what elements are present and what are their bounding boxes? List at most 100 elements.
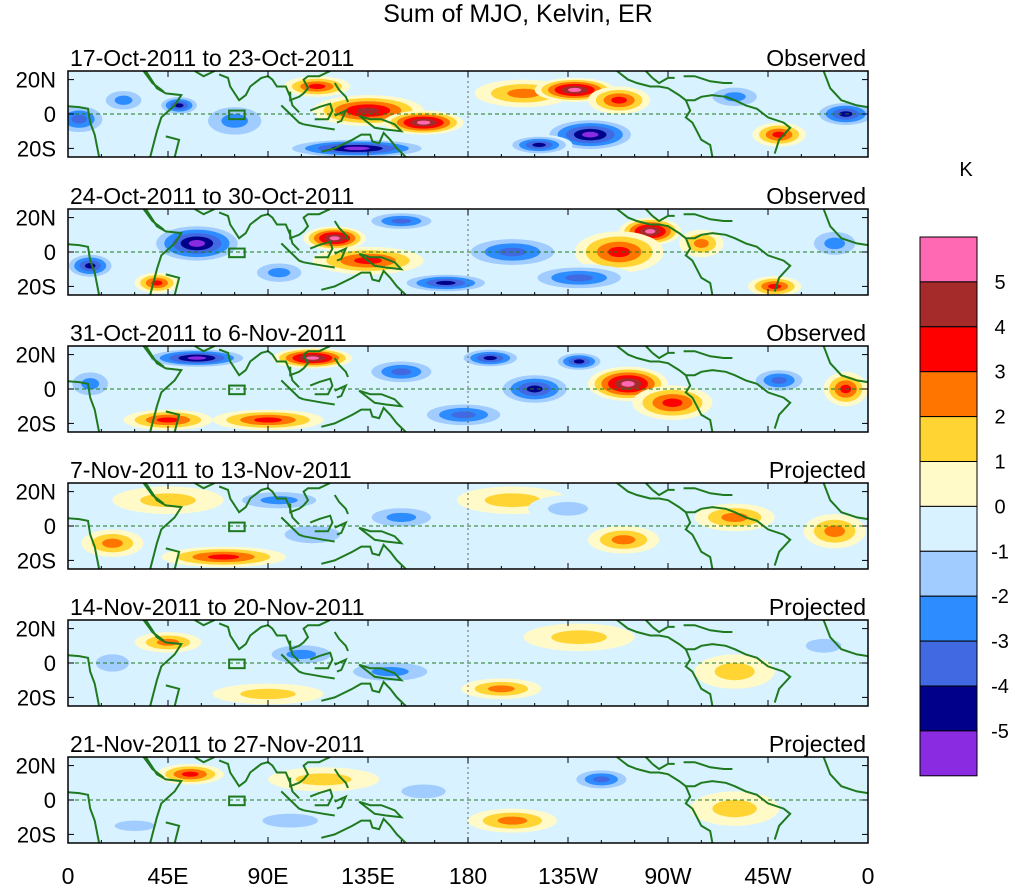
y-tick-label: 20N	[16, 617, 56, 642]
colorbar-label: -4	[991, 676, 1009, 698]
anomaly-blob	[223, 488, 335, 513]
anomaly-blob	[68, 252, 117, 280]
colorbar-swatch	[919, 640, 978, 687]
x-tick-label: 180	[449, 863, 487, 889]
anomaly-blob	[574, 231, 664, 273]
anomaly-blob	[212, 683, 324, 705]
y-tick-label: 0	[44, 514, 56, 539]
anomaly-blob	[134, 272, 180, 294]
region-box	[228, 521, 246, 533]
x-tick-label: 45E	[148, 863, 189, 889]
panel-1: 20N 0 20S 17-Oct-2011 to 23-Oct-2011 Observe…	[16, 45, 869, 161]
colorbar-swatch	[919, 685, 978, 732]
anomaly-blob	[632, 385, 713, 420]
coastlines	[68, 483, 868, 569]
anomaly-blob	[156, 763, 224, 785]
colorbar-swatch	[919, 371, 978, 418]
colorbar-swatch	[919, 416, 978, 463]
panel-status: Observed	[766, 320, 866, 346]
anomaly-blob	[279, 138, 435, 157]
x-axis: 0 45E 90E 135E 180 135W 90W 45W 0	[62, 863, 875, 889]
colorbar-swatch	[919, 595, 978, 642]
anomaly-blob	[701, 83, 769, 111]
anomaly-blob	[396, 272, 495, 294]
anomaly-blob	[568, 767, 635, 792]
anomaly-blob	[379, 777, 468, 806]
anomaly-blob	[194, 100, 275, 142]
panel-period: 24-Oct-2011 to 30-Oct-2011	[70, 183, 354, 209]
anomaly-blob	[383, 110, 464, 135]
y-tick-label: 20S	[17, 411, 56, 436]
region-box	[228, 384, 246, 396]
coastlines	[68, 209, 868, 295]
y-tick-label: 0	[44, 102, 56, 127]
y-tick-label: 0	[44, 240, 56, 265]
colorbar-swatch	[919, 730, 978, 777]
coastlines	[68, 346, 868, 432]
colorbar-swatch	[919, 236, 978, 283]
chart-title: Sum of MJO, Kelvin, ER	[383, 0, 653, 28]
panel-period: 17-Oct-2011 to 23-Oct-2011	[70, 45, 354, 71]
x-tick-label: 135E	[341, 863, 395, 889]
anomaly-blob	[456, 347, 524, 369]
anomaly-blob	[788, 632, 860, 660]
region-box	[228, 658, 246, 670]
panels: 20N 0 20S 17-Oct-2011 to 23-Oct-2011 Observe…	[16, 45, 869, 847]
anomaly-blob	[523, 623, 635, 651]
anomaly-blob	[81, 529, 144, 557]
panel-status: Observed	[766, 183, 866, 209]
anomaly-blob	[748, 276, 802, 295]
anomaly-blob	[694, 654, 775, 689]
x-tick-label: 135W	[538, 863, 598, 889]
colorbar-label: -1	[991, 541, 1009, 563]
colorbar-label: -2	[991, 586, 1009, 608]
panel-status: Observed	[766, 45, 866, 71]
y-tick-label: 20S	[17, 136, 56, 161]
anomaly-blob	[212, 409, 324, 431]
x-tick-label: 45W	[744, 863, 792, 889]
anomaly-blob	[523, 264, 635, 292]
panel-status: Projected	[769, 457, 866, 483]
y-tick-label: 20N	[16, 480, 56, 505]
y-tick-label: 20S	[17, 274, 56, 299]
anomaly-blob	[234, 806, 346, 835]
anomaly-blob	[141, 347, 253, 369]
y-tick-label: 20S	[17, 822, 56, 847]
anomaly-blob	[494, 371, 575, 407]
panel-period: 14-Nov-2011 to 20-Nov-2011	[70, 594, 365, 620]
anomaly-blob	[461, 678, 542, 700]
anomaly-blob	[588, 86, 651, 114]
colorbar-label: 1	[994, 452, 1005, 474]
anomaly-blob	[68, 366, 117, 402]
y-tick-label: 0	[44, 377, 56, 402]
anomaly-blob	[552, 351, 606, 372]
colorbar: K 5 4 3 2 1 0 -1 -2 -3 -4 -5	[919, 159, 1009, 777]
y-tick-label: 20S	[17, 548, 56, 573]
colorbar-label: -3	[991, 631, 1009, 653]
y-tick-label: 0	[44, 651, 56, 676]
colorbar-label: -5	[991, 721, 1009, 743]
anomaly-blob	[694, 503, 775, 532]
panel-4: 20N 0 20S 7-Nov-2011 to 13-Nov-2011 Projecte…	[16, 457, 869, 573]
panel-3: 20N 0 20S 31-Oct-2011 to 6-Nov-2011 Observed	[16, 320, 869, 436]
x-tick-label: 90W	[644, 863, 692, 889]
y-tick-label: 0	[44, 788, 56, 813]
colorbar-swatch	[919, 550, 978, 597]
anomaly-blob	[96, 86, 151, 114]
anomaly-blob	[94, 815, 175, 837]
anomaly-blob	[528, 495, 608, 523]
anomaly-blob	[283, 76, 351, 97]
anomaly-blob	[361, 358, 442, 386]
region-box	[228, 109, 246, 121]
coastlines	[68, 757, 868, 843]
panel-5: 20N 0 20S 14-Nov-2011 to 20-Nov-2011 Project…	[16, 594, 869, 710]
anomaly-blob	[803, 513, 866, 549]
colorbar-label: 4	[994, 317, 1005, 339]
colorbar-label: 2	[994, 407, 1005, 429]
colorbar-units-label: K	[959, 159, 973, 181]
y-tick-label: 20N	[16, 343, 56, 368]
panel-status: Projected	[769, 731, 866, 757]
anomaly-blob	[245, 258, 313, 287]
y-tick-label: 20N	[16, 206, 56, 231]
